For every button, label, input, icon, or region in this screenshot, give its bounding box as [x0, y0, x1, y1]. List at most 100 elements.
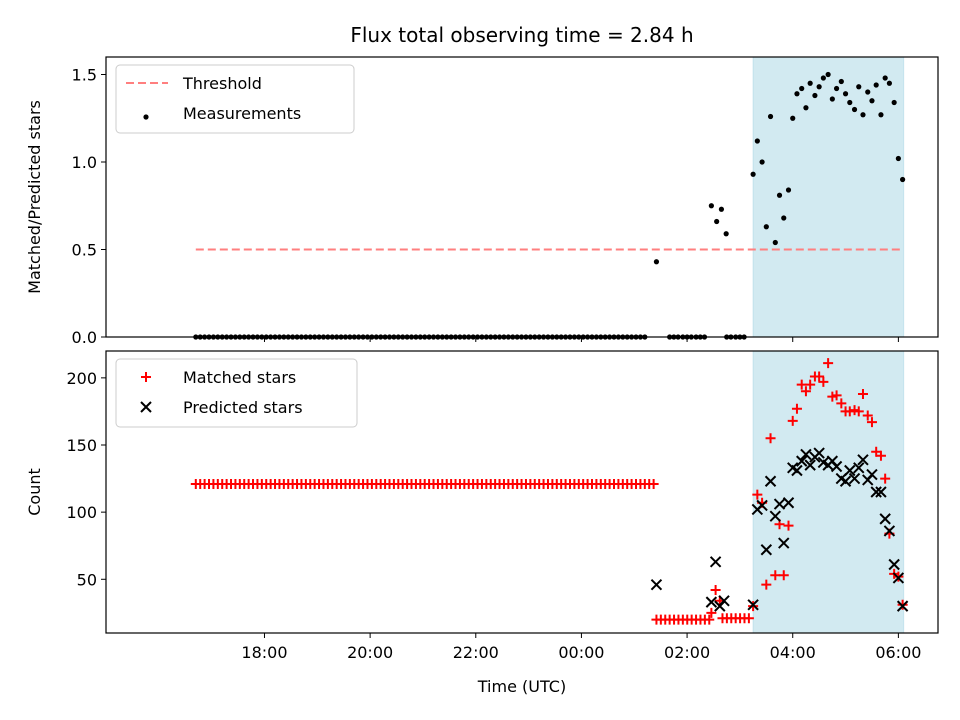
measurement-point	[754, 138, 760, 144]
matched-star-point	[805, 379, 816, 390]
y-tick-label: 1.0	[72, 153, 97, 172]
matched-star-point	[761, 579, 772, 590]
axes-frame	[105, 56, 939, 338]
predicted-star-point	[773, 498, 786, 510]
matched-star-point	[796, 379, 807, 390]
predicted-star-point	[782, 497, 795, 509]
ratio-panel: 0.0 0.5 1.0 1.5 Matched/Predicted stars Thres…	[25, 56, 939, 347]
y-tick-label: 50	[77, 570, 97, 589]
measurement-point	[759, 159, 765, 165]
matched-star-point	[814, 371, 825, 382]
matched-star-point	[800, 386, 811, 397]
count-panel: 50 100 150 200 18:00 20:00 22:00 00:00 02:00 04:0…	[25, 350, 939, 662]
predicted-star-point	[796, 455, 808, 467]
predicted-star-point	[769, 510, 782, 522]
matched-star-point	[770, 570, 781, 581]
y-tick-label: 0.5	[72, 241, 97, 260]
measurement-point	[653, 259, 660, 265]
matched-star-point	[648, 478, 659, 489]
measurement-point	[820, 75, 826, 81]
predicted-star-point	[888, 558, 900, 571]
predicted-star-point	[791, 464, 803, 477]
measurement-point	[833, 85, 840, 92]
measurement-point	[708, 203, 714, 209]
predicted-star-point	[879, 513, 891, 525]
measurement-point	[794, 91, 800, 97]
measurement-point	[842, 91, 849, 97]
matched-star-point	[710, 585, 721, 596]
measurement-point	[776, 192, 783, 198]
predicted-star-point	[804, 459, 816, 471]
measurement-point	[799, 85, 805, 92]
matched-star-point	[791, 403, 802, 414]
predicted-star-point	[778, 537, 790, 549]
predicted-star-point	[892, 572, 905, 584]
matched-star-point	[853, 406, 864, 417]
predicted-star-point	[830, 460, 843, 473]
matched-star-point	[844, 406, 855, 417]
x-tick-label: 22:00	[453, 643, 499, 662]
measurement-point	[895, 155, 901, 162]
measurement-point	[882, 75, 888, 81]
measurement-point	[891, 99, 897, 106]
matched-star-point	[836, 398, 847, 409]
x-tick-label: 02:00	[664, 643, 710, 662]
measurement-point	[767, 113, 774, 120]
legend: Threshold Measurements	[115, 64, 355, 134]
legend-label: Matched stars	[183, 368, 296, 387]
matched-star-point	[752, 489, 763, 500]
measurement-point	[838, 78, 844, 85]
legend-matched-swatch	[141, 372, 151, 382]
matched-star-point	[857, 388, 868, 399]
predicted-star-point	[866, 468, 878, 481]
measurement-point	[781, 215, 787, 221]
predicted-star-point	[813, 447, 825, 459]
measurement-point	[900, 176, 906, 183]
legend-box	[115, 64, 355, 134]
measurement-point	[869, 98, 875, 104]
measurement-point	[856, 84, 862, 90]
measurement-point	[829, 96, 835, 102]
matched-star-point	[831, 390, 842, 401]
measurement-point	[878, 112, 884, 118]
y-tick-label: 200	[66, 369, 97, 388]
measurement-point	[816, 84, 822, 90]
predicted-star-point	[800, 448, 812, 461]
measurement-point	[807, 80, 813, 86]
measurement-point	[851, 106, 858, 113]
predicted-star-point	[718, 595, 730, 607]
predicted-star-point	[896, 600, 909, 612]
data-points	[190, 358, 909, 625]
predicted-star-point	[839, 475, 852, 487]
measurement-point	[714, 218, 720, 225]
y-tick-label: 0.0	[72, 328, 97, 347]
measurement-point	[785, 187, 792, 193]
predicted-star-point	[848, 472, 861, 485]
legend-predicted-swatch	[140, 401, 152, 413]
matched-star-point	[818, 376, 829, 387]
y-tick-label: 150	[66, 436, 97, 455]
legend-measurement-swatch	[143, 114, 149, 120]
predicted-star-point	[844, 464, 856, 477]
predicted-star-point	[857, 454, 869, 466]
measurement-point	[790, 115, 796, 121]
predicted-star-point	[650, 578, 663, 591]
measurement-point	[825, 71, 831, 78]
legend-label: Threshold	[182, 74, 262, 93]
matched-star-point	[875, 450, 886, 461]
matched-star-point	[704, 614, 715, 625]
matched-star-point	[783, 520, 794, 531]
x-tick-label: 06:00	[875, 643, 921, 662]
legend-box	[115, 358, 358, 428]
shaded-region	[752, 56, 905, 338]
legend-label: Predicted stars	[183, 398, 303, 417]
matched-star-point	[862, 410, 873, 421]
measurement-point	[886, 80, 893, 86]
predicted-star-point	[709, 556, 722, 568]
matched-star-point	[866, 417, 877, 428]
x-axis-label: Time (UTC)	[477, 677, 566, 696]
legend: Matched stars Predicted stars	[115, 358, 358, 428]
y-tick-label: 1.5	[72, 66, 97, 85]
x-tick-label: 20:00	[347, 643, 393, 662]
